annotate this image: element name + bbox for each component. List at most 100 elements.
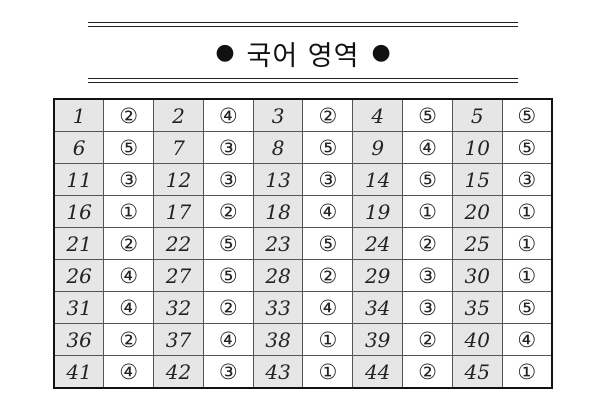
question-number: 2 <box>153 98 204 132</box>
question-number: 33 <box>252 291 304 324</box>
table-row: 41 ④ 42 ③ 43 ① 44 ② 45 ① <box>53 355 553 389</box>
table-row: 21 ② 22 ⑤ 23 ⑤ 24 ② 25 ① <box>53 227 553 260</box>
answer-choice: ④ <box>103 355 155 389</box>
answer-choice: ④ <box>501 323 553 356</box>
question-number: 39 <box>352 323 404 356</box>
question-number: 8 <box>252 131 304 164</box>
answer-choice: ② <box>103 98 155 132</box>
question-number: 19 <box>352 195 404 228</box>
answer-choice: ④ <box>202 98 254 132</box>
question-number: 22 <box>153 227 204 260</box>
answer-choice: ⑤ <box>402 98 453 132</box>
answer-choice: ⑤ <box>501 98 553 132</box>
question-number: 6 <box>53 131 105 164</box>
question-number: 16 <box>53 195 105 228</box>
table-row: 16 ① 17 ② 18 ④ 19 ① 20 ① <box>53 195 553 228</box>
answer-choice: ② <box>402 355 453 389</box>
answer-choice: ② <box>103 227 155 260</box>
question-number: 31 <box>53 291 105 324</box>
answer-choice: ③ <box>202 131 254 164</box>
answer-choice: ② <box>402 323 453 356</box>
question-number: 28 <box>252 259 304 292</box>
question-number: 27 <box>153 259 204 292</box>
answer-choice: ⑤ <box>302 131 354 164</box>
bottom-rule-inner <box>88 78 518 79</box>
question-number: 23 <box>252 227 304 260</box>
question-number: 9 <box>352 131 404 164</box>
question-number: 34 <box>352 291 404 324</box>
question-number: 15 <box>451 163 503 196</box>
answer-choice: ⑤ <box>202 227 254 260</box>
answer-choice: ⑤ <box>501 291 553 324</box>
answer-choice: ① <box>103 195 155 228</box>
answer-choice: ① <box>501 259 553 292</box>
question-number: 26 <box>53 259 105 292</box>
question-number: 21 <box>53 227 105 260</box>
answer-choice: ④ <box>302 291 354 324</box>
answer-choice: ④ <box>402 131 453 164</box>
answer-choice: ① <box>501 355 553 389</box>
question-number: 4 <box>352 98 404 132</box>
bottom-rule-outer <box>88 82 518 83</box>
answer-choice: ② <box>402 227 453 260</box>
question-number: 17 <box>153 195 204 228</box>
question-number: 5 <box>451 98 503 132</box>
answer-choice: ④ <box>103 291 155 324</box>
question-number: 18 <box>252 195 304 228</box>
answer-choice: ③ <box>402 259 453 292</box>
question-number: 12 <box>153 163 204 196</box>
answer-choice: ③ <box>402 291 453 324</box>
answer-choice: ② <box>302 259 354 292</box>
question-number: 30 <box>451 259 503 292</box>
question-number: 38 <box>252 323 304 356</box>
answer-choice: ① <box>402 195 453 228</box>
question-number: 1 <box>53 98 105 132</box>
question-number: 24 <box>352 227 404 260</box>
answer-choice: ① <box>501 195 553 228</box>
question-number: 44 <box>352 355 404 389</box>
answer-choice: ④ <box>302 195 354 228</box>
question-number: 35 <box>451 291 503 324</box>
question-number: 37 <box>153 323 204 356</box>
answer-table: 1 ② 2 ④ 3 ② 4 ⑤ 5 ⑤ 6 ⑤ 7 ③ 8 ⑤ 9 ④ 10 ⑤ 11 ③ 12 ③ 13 ③ 14 ⑤ 15 ③ 16 ① 1… <box>53 98 553 389</box>
answer-choice: ⑤ <box>103 131 155 164</box>
question-number: 11 <box>53 163 105 196</box>
question-number: 40 <box>451 323 503 356</box>
answer-choice: ① <box>501 227 553 260</box>
question-number: 36 <box>53 323 105 356</box>
question-number: 13 <box>252 163 304 196</box>
answer-choice: ⑤ <box>302 227 354 260</box>
table-row: 31 ④ 32 ② 33 ④ 34 ③ 35 ⑤ <box>53 291 553 324</box>
section-title: ● 국어 영역 ● <box>88 31 518 75</box>
question-number: 42 <box>153 355 204 389</box>
top-rule-inner <box>88 26 518 27</box>
question-number: 43 <box>252 355 304 389</box>
answer-choice: ⑤ <box>202 259 254 292</box>
answer-choice: ⑤ <box>501 131 553 164</box>
table-row: 26 ④ 27 ⑤ 28 ② 29 ③ 30 ① <box>53 259 553 292</box>
table-row: 11 ③ 12 ③ 13 ③ 14 ⑤ 15 ③ <box>53 163 553 196</box>
answer-choice: ④ <box>202 323 254 356</box>
answer-choice: ③ <box>302 163 354 196</box>
question-number: 10 <box>451 131 503 164</box>
answer-choice: ② <box>202 195 254 228</box>
question-number: 14 <box>352 163 404 196</box>
question-number: 3 <box>252 98 304 132</box>
bullet-left: ● <box>215 40 235 65</box>
answer-choice: ③ <box>501 163 553 196</box>
question-number: 29 <box>352 259 404 292</box>
top-rule-outer <box>88 22 518 23</box>
question-number: 32 <box>153 291 204 324</box>
answer-choice: ③ <box>202 163 254 196</box>
answer-choice: ① <box>302 355 354 389</box>
answer-choice: ② <box>302 98 354 132</box>
question-number: 41 <box>53 355 105 389</box>
question-number: 25 <box>451 227 503 260</box>
question-number: 45 <box>451 355 503 389</box>
answer-choice: ③ <box>202 355 254 389</box>
answer-choice: ③ <box>103 163 155 196</box>
question-number: 20 <box>451 195 503 228</box>
answer-choice: ② <box>202 291 254 324</box>
answer-choice: ④ <box>103 259 155 292</box>
